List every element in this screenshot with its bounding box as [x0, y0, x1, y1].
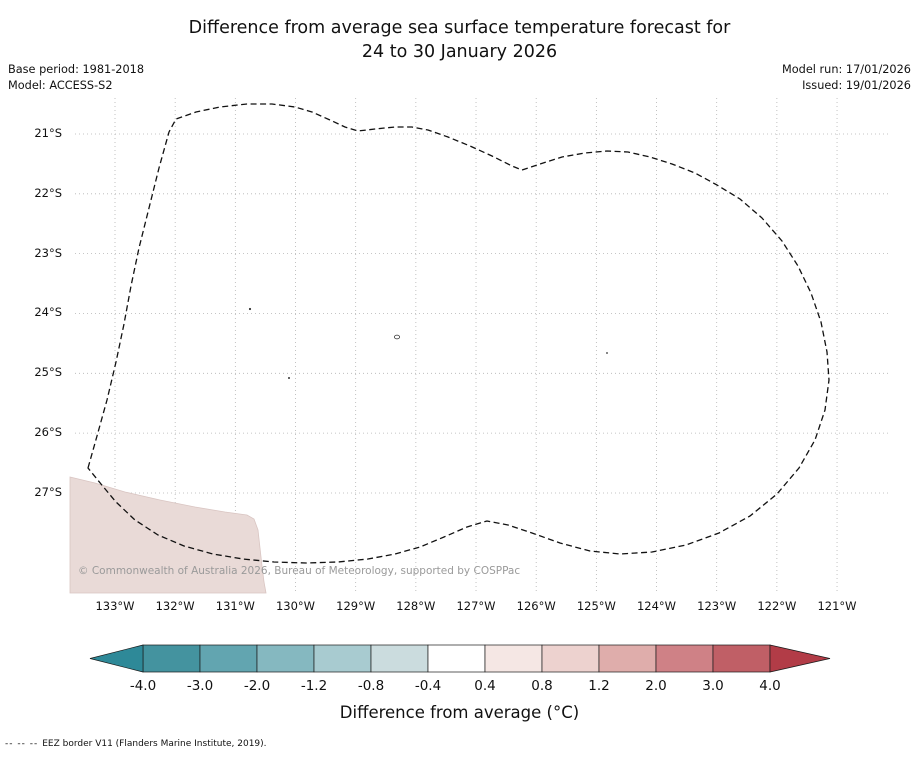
island-dot	[288, 377, 290, 379]
island-outline	[393, 334, 400, 340]
colorbar-segment	[598, 644, 657, 673]
eez-dash-sample: -- -- --	[5, 739, 39, 749]
lat-tick-label: 21°S	[34, 126, 62, 140]
colorbar-left-arrow	[89, 644, 144, 673]
lat-tick-label: 26°S	[34, 425, 62, 440]
colorbar-tick-label: 3.0	[702, 678, 724, 694]
colorbar-right-arrow	[769, 644, 831, 673]
footer-legend: -- -- -- EEZ border V11 (Flanders Marine …	[5, 739, 267, 749]
colorbar-tick-label: 1.2	[588, 678, 610, 694]
lon-tick-label: 123°W	[697, 599, 737, 613]
lat-tick-label: 22°S	[34, 185, 62, 200]
colorbar-tick-label: -1.2	[300, 678, 328, 694]
colorbar-tick-label: -2.0	[243, 678, 271, 694]
colorbar-segment	[256, 644, 315, 673]
colorbar-segments	[89, 644, 831, 673]
chart-title-line1: Difference from average sea surface temp…	[188, 18, 731, 38]
colorbar-title: Difference from average (°C)	[339, 703, 580, 722]
lon-tick-label: 124°W	[636, 599, 677, 613]
colorbar-segment	[655, 644, 714, 673]
lon-tick-label: 128°W	[396, 599, 436, 613]
meta-left: Base period: 1981-2018 Model: ACCESS-S2	[8, 62, 144, 93]
chart-title-line2: 24 to 30 January 2026	[361, 41, 558, 62]
lon-tick-label: 121°W	[817, 599, 857, 613]
colorbar-tick-label: -0.8	[357, 678, 385, 694]
colorbar-tick-label: -0.4	[414, 678, 442, 694]
colorbar-segment	[199, 644, 258, 673]
colorbar-segment	[484, 644, 543, 673]
eez-legend-text: EEZ border V11 (Flanders Marine Institut…	[42, 739, 267, 749]
colorbar-segment	[712, 644, 771, 673]
colorbar-segment	[142, 644, 201, 673]
lat-tick-label: 27°S	[34, 484, 62, 499]
colorbar-segment	[541, 644, 600, 673]
colorbar-tick-label: 4.0	[759, 678, 781, 694]
colorbar-tick-label: 0.8	[531, 678, 553, 694]
lon-tick-label: 132°W	[155, 599, 195, 613]
lon-tick-label: 129°W	[336, 599, 376, 613]
lon-tick-label: 130°W	[275, 599, 316, 613]
copyright-text: © Commonwealth of Australia 2026, Bureau…	[78, 565, 521, 577]
colorbar-tick-label: -4.0	[129, 678, 157, 694]
model-text: Model: ACCESS-S2	[8, 78, 113, 92]
lon-tick-label: 127°W	[456, 599, 496, 613]
lat-tick-label: 24°S	[34, 305, 62, 320]
land-polygon	[69, 476, 267, 594]
colorbar-segment	[370, 644, 429, 673]
colorbar-tick-label: -3.0	[186, 678, 214, 694]
base-period-text: Base period: 1981-2018	[8, 63, 145, 76]
lon-tick-label: 126°W	[516, 599, 556, 613]
lon-tick-label: 125°W	[576, 599, 616, 613]
eez-border-path	[87, 103, 830, 564]
lat-tick-label: 25°S	[34, 365, 62, 380]
colorbar-tick-label: 0.4	[474, 678, 496, 694]
colorbar-tick-label: 2.0	[645, 678, 667, 694]
issued-text: Issued: 19/01/2026	[802, 78, 911, 92]
lon-tick-label: 133°W	[95, 599, 135, 613]
lat-tick-label: 23°S	[34, 245, 62, 260]
lon-tick-label: 131°W	[215, 599, 255, 613]
meta-right: Model run: 17/01/2026 Issued: 19/01/2026	[782, 62, 911, 93]
island-dot	[248, 307, 252, 311]
model-run-text: Model run: 17/01/2026	[782, 63, 911, 76]
colorbar-segment	[427, 644, 486, 673]
chart-title: Difference from average sea surface temp…	[0, 17, 919, 64]
island-dot	[606, 352, 608, 354]
lon-tick-label: 122°W	[757, 599, 797, 613]
colorbar-segment	[313, 644, 372, 673]
